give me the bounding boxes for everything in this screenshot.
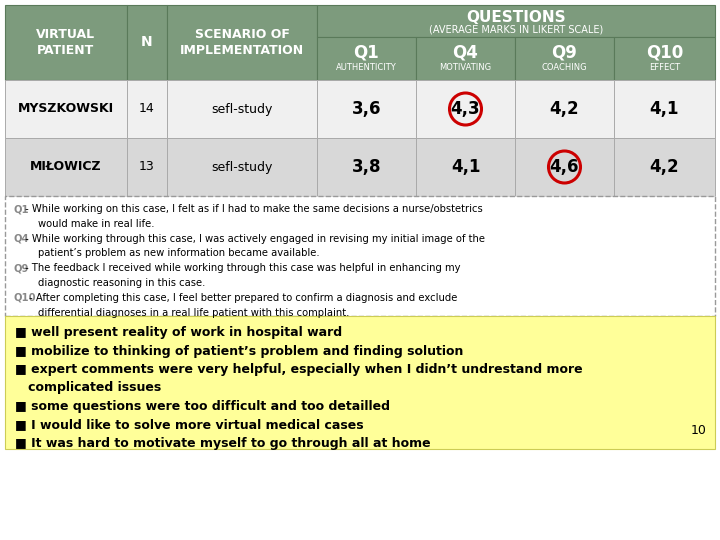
Text: Q4: Q4 [453,43,478,61]
Bar [317,37,416,80]
Text: 4,6: 4,6 [550,158,580,176]
Text: MIŁOWICZ: MIŁOWICZ [30,160,102,173]
Bar [416,37,515,80]
Bar [416,138,515,196]
Text: 4,2: 4,2 [649,158,679,176]
Text: ■ some questions were too difficult and too detailled: ■ some questions were too difficult and … [15,400,390,413]
Text: 4,1: 4,1 [451,158,480,176]
Text: - While working through this case, I was actively engaged in revising my initial: - While working through this case, I was… [22,234,485,244]
Text: SCENARIO OF
IMPLEMENTATION: SCENARIO OF IMPLEMENTATION [180,29,304,57]
Bar [317,138,416,196]
Text: - After completing this case, I feel better prepared to confirm a diagnosis and : - After completing this case, I feel bet… [27,293,458,303]
Text: 4,3: 4,3 [451,100,480,118]
Text: ■ I would like to solve more virtual medical cases: ■ I would like to solve more virtual med… [15,418,364,431]
Text: - The feedback I received while working through this case was helpful in enhanci: - The feedback I received while working … [22,263,461,273]
Text: 14: 14 [139,103,155,116]
Bar [5,5,127,80]
Text: Q10: Q10 [13,293,35,303]
Text: EFFECT: EFFECT [649,64,680,72]
Bar [515,80,614,138]
Text: COACHING: COACHING [541,64,588,72]
Text: sefl-study: sefl-study [211,103,273,116]
Text: 4,2: 4,2 [549,100,580,118]
Text: 3,6: 3,6 [352,100,382,118]
Bar [127,138,167,196]
Bar [5,316,715,449]
Text: MOTIVATING: MOTIVATING [439,64,492,72]
Bar [167,138,317,196]
Text: sefl-study: sefl-study [211,160,273,173]
Text: ■ mobilize to thinking of patient’s problem and finding solution: ■ mobilize to thinking of patient’s prob… [15,345,464,357]
Text: Q1: Q1 [354,43,379,61]
Text: diagnostic reasoning in this case.: diagnostic reasoning in this case. [13,278,205,288]
Bar [5,80,127,138]
Bar [5,138,127,196]
Text: - While working on this case, I felt as if I had to make the same decisions a nu: - While working on this case, I felt as … [22,204,482,214]
Bar [614,80,715,138]
Text: would make in real life.: would make in real life. [13,219,155,229]
Text: Q1: Q1 [13,204,29,214]
Text: ■ well present reality of work in hospital ward: ■ well present reality of work in hospit… [15,326,342,339]
Text: MYSZKOWSKI: MYSZKOWSKI [18,103,114,116]
Bar [5,196,715,316]
Text: 4,1: 4,1 [649,100,679,118]
Text: AUTHENTICITY: AUTHENTICITY [336,64,397,72]
Text: Q4: Q4 [13,234,29,244]
Text: differential diagnoses in a real life patient with this complaint.: differential diagnoses in a real life pa… [13,308,349,318]
Bar [416,80,515,138]
Text: 3,8: 3,8 [352,158,382,176]
Bar [167,80,317,138]
Text: Q10: Q10 [646,43,683,61]
Bar [127,80,167,138]
Text: Q9: Q9 [13,263,28,273]
Bar [167,5,317,80]
Text: ■ It was hard to motivate myself to go through all at home: ■ It was hard to motivate myself to go t… [15,437,431,450]
Text: VIRTUAL
PATIENT: VIRTUAL PATIENT [37,29,96,57]
Text: ■ expert comments were very helpful, especially when I didn’t undrestand more: ■ expert comments were very helpful, esp… [15,363,582,376]
Text: Q9: Q9 [552,43,577,61]
Text: patient’s problem as new information became available.: patient’s problem as new information bec… [13,248,320,259]
Bar [614,37,715,80]
Bar [614,138,715,196]
Text: complicated issues: complicated issues [15,381,161,395]
Text: 13: 13 [139,160,155,173]
Bar [317,80,416,138]
Bar [317,5,715,37]
Bar [515,138,614,196]
Text: (AVERAGE MARKS IN LIKERT SCALE): (AVERAGE MARKS IN LIKERT SCALE) [429,24,603,34]
Text: 10: 10 [691,424,707,437]
Bar [127,5,167,80]
Text: QUESTIONS: QUESTIONS [466,10,566,25]
Bar [515,37,614,80]
Text: N: N [141,36,153,50]
